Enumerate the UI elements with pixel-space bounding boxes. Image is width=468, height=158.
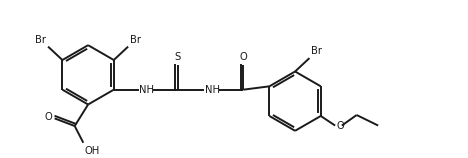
Text: Br: Br <box>35 35 46 45</box>
Text: O: O <box>336 121 344 131</box>
Text: Br: Br <box>130 35 141 45</box>
Text: S: S <box>175 52 181 62</box>
Text: NH: NH <box>139 85 154 95</box>
Text: NH: NH <box>205 85 219 95</box>
Text: O: O <box>44 112 52 122</box>
Text: O: O <box>240 52 247 62</box>
Text: OH: OH <box>84 146 100 156</box>
Text: Br: Br <box>311 46 322 56</box>
